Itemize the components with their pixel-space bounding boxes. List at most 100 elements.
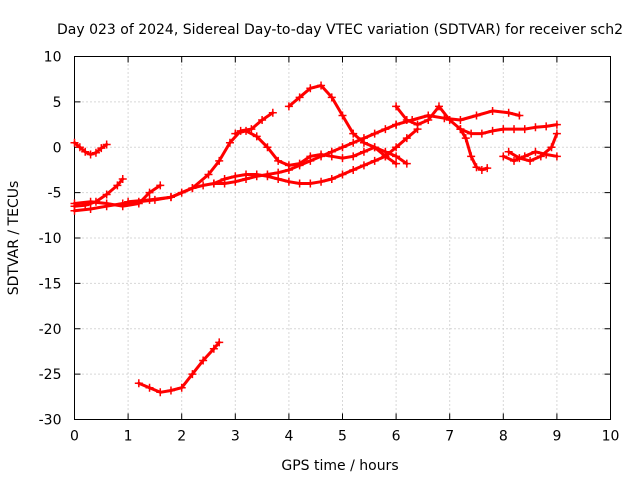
data-point [134,379,143,388]
data-point [467,129,476,138]
data-point [102,140,111,149]
data-point [242,126,251,135]
series-trace [287,84,409,166]
data-point [252,132,261,141]
data-point [520,125,529,134]
data-point [102,190,111,199]
x-tick-label: 4 [284,429,293,445]
data-point [413,120,422,129]
data-point [552,120,561,129]
data-point [268,108,277,117]
data-point [392,120,401,129]
data-point [456,116,465,125]
data-point [118,175,127,184]
data-point [317,81,326,90]
data-point [145,383,154,392]
y-tick-label: 0 [53,140,62,156]
data-point [349,165,358,174]
data-point [370,156,379,165]
data-point [204,170,213,179]
x-tick-label: 2 [177,429,186,445]
chart-title: Day 023 of 2024, Sidereal Day-to-day VTE… [57,22,623,38]
data-point [472,111,481,120]
data-point [209,179,218,188]
data-point [274,175,283,184]
y-axis-label: SDTVAR / TECUs [6,181,22,296]
y-tick-label: -10 [39,231,62,247]
data-point [467,152,476,161]
data-point [231,172,240,181]
data-point [392,152,401,161]
data-point [188,370,197,379]
data-point [477,165,486,174]
data-point [515,154,524,163]
series-arc-4 [70,181,165,211]
data-point [102,199,111,208]
data-point [306,84,315,93]
data-point [295,179,304,188]
x-tick-label: 8 [499,429,508,445]
data-point [118,202,127,211]
data-point [166,193,175,202]
data-point [488,106,497,115]
data-point [515,111,524,120]
data-point [284,177,293,186]
data-point [91,148,100,157]
data-point [306,179,315,188]
data-point [359,147,368,156]
series-arc-14 [504,129,561,165]
data-point [274,156,283,165]
series-trace [458,127,489,172]
data-point [156,388,165,397]
x-tick-label: 5 [338,429,347,445]
data-point [295,93,304,102]
data-point [402,159,411,168]
data-point [317,150,326,159]
data-point [349,152,358,161]
data-point [86,197,95,206]
data-point [81,147,90,156]
data-point [349,138,358,147]
x-tick-label: 1 [124,429,133,445]
series-arc-5 [124,108,277,206]
data-point [461,134,470,143]
data-point [338,170,347,179]
data-point [483,164,492,173]
data-point [477,129,486,138]
data-point [284,161,293,170]
data-point [531,123,540,132]
series-trace [507,132,559,163]
data-point [531,147,540,156]
series-arc-6 [134,338,224,397]
data-point [542,122,551,131]
data-point [552,129,561,138]
data-point [526,156,535,165]
data-point [402,116,411,125]
data-point [188,184,197,193]
data-point [488,126,497,135]
data-point [215,156,224,165]
x-axis-label: GPS time / hours [281,458,398,474]
x-tick-label: 7 [445,429,454,445]
x-tick-label: 3 [231,429,240,445]
series-arc-12 [456,125,492,174]
data-point [327,93,336,102]
series-trace [137,340,221,394]
x-tick-label: 10 [602,429,620,445]
data-point [510,156,519,165]
series-arc-9 [284,81,411,168]
data-point [209,344,218,353]
data-point [359,138,368,147]
data-point [97,144,106,153]
data-point [215,338,224,347]
series-trace [233,129,398,167]
y-tick-label: 5 [53,95,62,111]
data-point [392,143,401,152]
series-trace [394,104,559,136]
data-point [359,161,368,170]
data-point [472,163,481,172]
data-point [231,129,240,138]
data-point [504,108,513,117]
y-tick-label: 10 [44,50,62,66]
